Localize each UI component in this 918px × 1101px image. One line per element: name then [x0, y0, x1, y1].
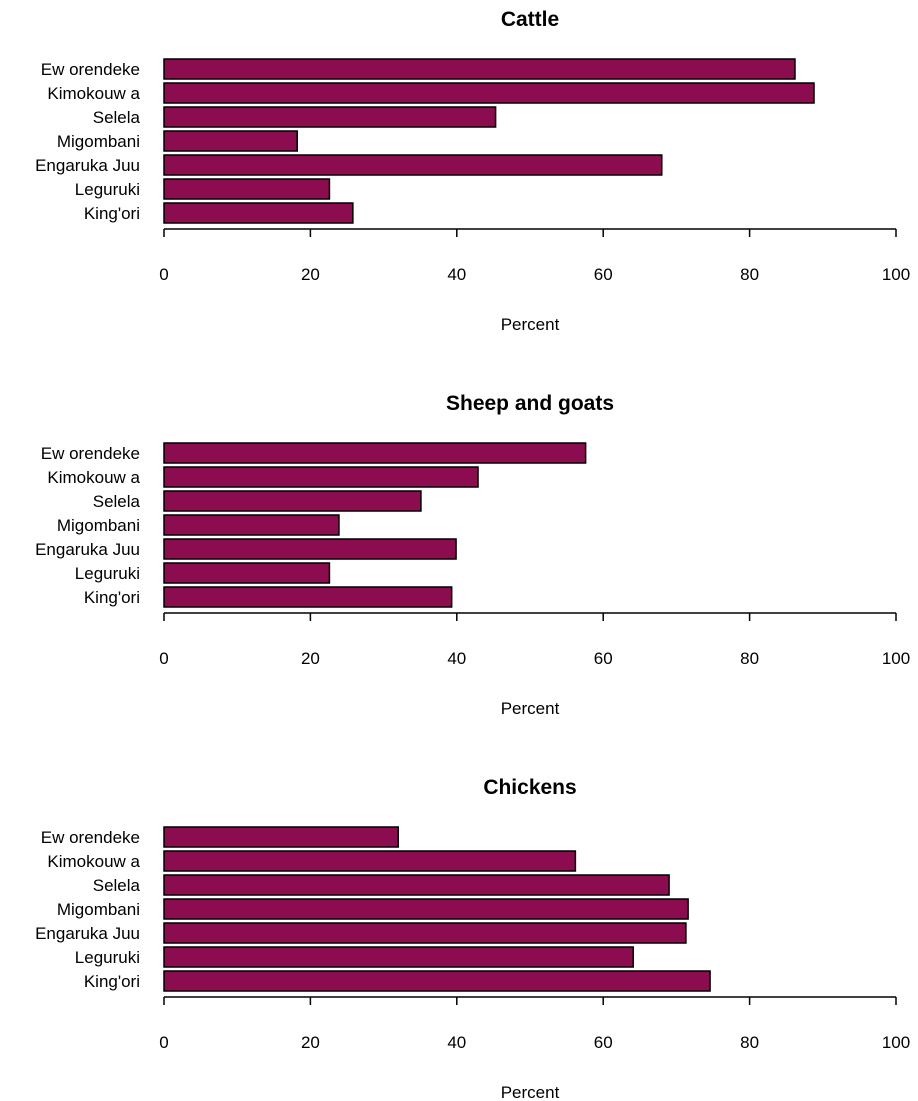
category-label: Ew orendeke	[41, 828, 140, 847]
x-tick-label: 20	[301, 265, 320, 284]
x-axis-title: Percent	[501, 699, 560, 718]
x-tick-label: 100	[882, 265, 910, 284]
bar	[163, 874, 670, 896]
bar	[163, 442, 587, 464]
bar	[163, 106, 497, 128]
bar	[163, 562, 331, 584]
x-tick-label: 60	[594, 649, 613, 668]
x-tick-label: 60	[594, 265, 613, 284]
chart-panel-0: Cattle Ew orendeke Kimokouw a Selela Migomba…	[35, 8, 910, 334]
category-label: Selela	[93, 108, 141, 127]
x-tick-label: 80	[740, 265, 759, 284]
bar	[163, 538, 457, 560]
chart-title: Cattle	[501, 8, 559, 31]
bar	[163, 946, 634, 968]
x-tick-label: 20	[301, 649, 320, 668]
category-label: Kimokouw a	[47, 84, 140, 103]
category-label: Ew orendeke	[41, 60, 140, 79]
category-label: King'ori	[84, 972, 140, 991]
category-label: Kimokouw a	[47, 468, 140, 487]
bar	[163, 130, 298, 152]
category-label: Migombani	[57, 516, 140, 535]
category-label: Leguruki	[75, 948, 140, 967]
chart-title: Sheep and goats	[446, 392, 614, 415]
chart-title: Chickens	[483, 776, 576, 799]
category-label: Ew orendeke	[41, 444, 140, 463]
category-label: Selela	[93, 492, 141, 511]
bar	[163, 586, 453, 608]
x-axis-title: Percent	[501, 1083, 560, 1101]
bar	[163, 58, 796, 80]
category-label: Engaruka Juu	[35, 540, 140, 559]
category-label: King'ori	[84, 588, 140, 607]
x-tick-label: 40	[447, 1033, 466, 1052]
x-tick-label: 0	[159, 265, 168, 284]
x-tick-label: 80	[740, 1033, 759, 1052]
x-tick-label: 80	[740, 649, 759, 668]
bar	[163, 202, 354, 224]
bar	[163, 514, 340, 536]
bar	[163, 466, 479, 488]
bar	[163, 178, 331, 200]
category-label: Kimokouw a	[47, 852, 140, 871]
category-label: Migombani	[57, 132, 140, 151]
category-label: Engaruka Juu	[35, 156, 140, 175]
bar	[163, 82, 815, 104]
category-label: Migombani	[57, 900, 140, 919]
x-tick-label: 20	[301, 1033, 320, 1052]
bar	[163, 898, 689, 920]
bar	[163, 850, 577, 872]
x-tick-label: 60	[594, 1033, 613, 1052]
category-label: Leguruki	[75, 564, 140, 583]
x-tick-label: 0	[159, 1033, 168, 1052]
x-tick-label: 0	[159, 649, 168, 668]
bar	[163, 826, 399, 848]
x-tick-label: 40	[447, 265, 466, 284]
category-label: Engaruka Juu	[35, 924, 140, 943]
x-tick-label: 100	[882, 649, 910, 668]
bar	[163, 922, 687, 944]
bar	[163, 970, 711, 992]
chart-panel-2: Chickens Ew orendeke Kimokouw a Selela Migom…	[35, 776, 910, 1101]
x-tick-label: 40	[447, 649, 466, 668]
x-tick-label: 100	[882, 1033, 910, 1052]
x-axis-title: Percent	[501, 315, 560, 334]
category-label: Leguruki	[75, 180, 140, 199]
chart-panel-1: Sheep and goats Ew orendeke Kimokouw a Sele…	[35, 392, 910, 718]
bar	[163, 154, 663, 176]
category-label: Selela	[93, 876, 141, 895]
bar	[163, 490, 422, 512]
category-label: King'ori	[84, 204, 140, 223]
